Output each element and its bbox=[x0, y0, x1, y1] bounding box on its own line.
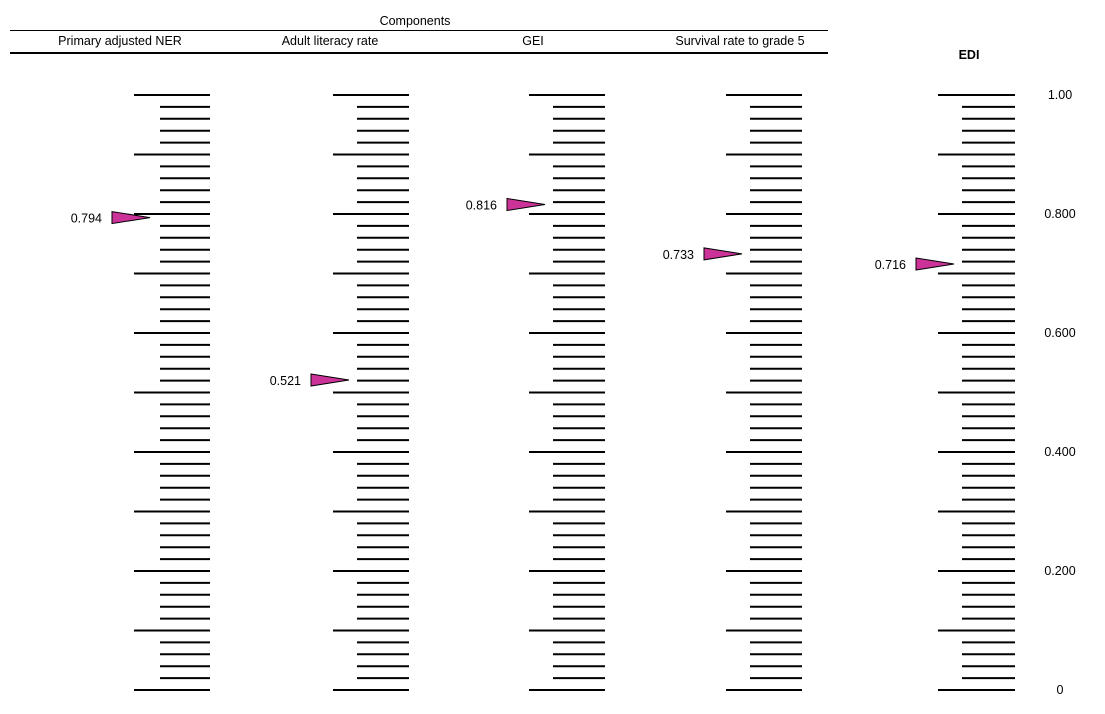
column-header-adult-literacy: Adult literacy rate bbox=[281, 34, 379, 48]
scale-tick-label: 0.800 bbox=[1044, 207, 1075, 221]
value-marker bbox=[915, 257, 955, 271]
components-group-title: Components bbox=[379, 14, 451, 28]
value-marker bbox=[310, 373, 350, 387]
value-marker bbox=[506, 197, 546, 212]
value-label: 0.794 bbox=[71, 212, 102, 226]
value-label: 0.816 bbox=[466, 198, 497, 212]
scale-tick-label: 0 bbox=[1057, 683, 1064, 697]
value-label: 0.521 bbox=[270, 374, 301, 388]
scale-tick-label: 0.400 bbox=[1044, 445, 1075, 459]
column-header-primary-ner: Primary adjusted NER bbox=[58, 34, 182, 48]
scale-tick-label: 0.200 bbox=[1044, 564, 1075, 578]
header-rule-bottom bbox=[10, 52, 828, 54]
value-marker bbox=[111, 210, 151, 225]
scale-tick-label: 0.600 bbox=[1044, 326, 1075, 340]
value-label: 0.733 bbox=[663, 248, 694, 262]
header-rule-top bbox=[10, 30, 828, 31]
value-label: 0.716 bbox=[875, 258, 906, 272]
column-header-gei: GEI bbox=[522, 34, 544, 48]
value-marker bbox=[703, 247, 743, 261]
column-header-survival-rate: Survival rate to grade 5 bbox=[675, 34, 805, 48]
scale-tick-label: 1.00 bbox=[1048, 88, 1072, 102]
column-header-edi: EDI bbox=[958, 48, 980, 62]
